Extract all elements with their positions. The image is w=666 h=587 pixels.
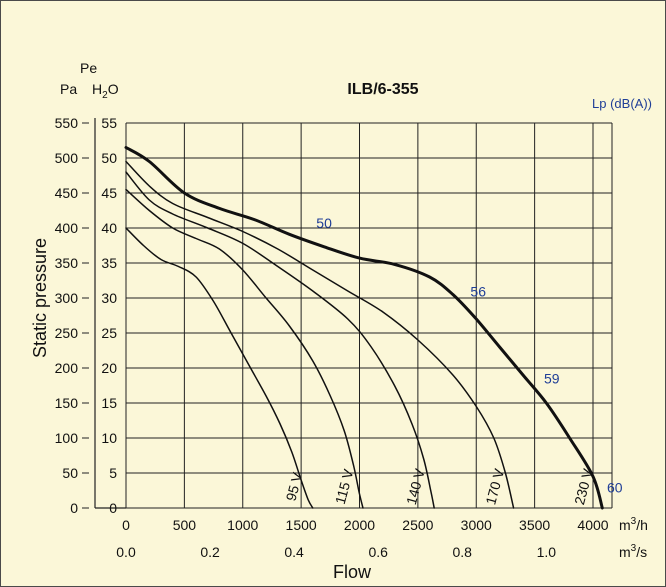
voltage-label: 95 V (283, 470, 306, 503)
y-tick-label-pa: 450 (55, 185, 79, 201)
x-tick-label-m3h: 500 (173, 517, 197, 533)
chart-title: ILB/6-355 (347, 81, 418, 98)
y-tick-label-h2o: 15 (101, 395, 117, 411)
x-axis-title: Flow (333, 562, 372, 582)
curve-140v (125, 171, 435, 509)
x-tick-label-m3s: 0.8 (453, 544, 473, 560)
noise-labels: 50 56 59 60 (316, 215, 622, 496)
y-tick-label-pa: 350 (55, 255, 79, 271)
y-tick-label-pa: 400 (55, 220, 79, 236)
y-axis-title: Static pressure (30, 238, 50, 358)
y-tick-label-h2o: 0 (109, 500, 117, 516)
curve-170v (125, 160, 515, 509)
x-tick-label-m3h: 3000 (461, 517, 492, 533)
y-tick-label-h2o: 20 (101, 360, 117, 376)
grid (125, 122, 613, 509)
x-unit-m3h: m3/h (619, 516, 648, 533)
curve-95v (125, 227, 314, 509)
y-tick-label-pa: 300 (55, 290, 79, 306)
curves (124, 146, 604, 510)
y-tick-label-h2o: 25 (101, 325, 117, 341)
voltage-label: 230 V (571, 466, 596, 506)
y-tick-label-pa: 50 (62, 465, 78, 481)
y-tick-label-pa: 150 (55, 395, 79, 411)
x-ticks-m3s: 0.0 0.2 0.4 0.6 0.8 1.0 (116, 544, 556, 560)
voltage-label: 140 V (403, 466, 428, 506)
x-tick-label-m3s: 0.0 (116, 544, 136, 560)
pe-unit-label: Pe (80, 60, 97, 76)
x-tick-label-m3s: 0.4 (284, 544, 304, 560)
y-tick-label-pa: 250 (55, 325, 79, 341)
y-tick-label-h2o: 30 (101, 290, 117, 306)
y-tick-label-h2o: 50 (101, 150, 117, 166)
x-unit-m3s: m3/s (619, 543, 647, 560)
voltage-label: 170 V (482, 466, 507, 506)
noise-level-label: 50 (316, 215, 332, 231)
y-tick-label-h2o: 45 (101, 185, 117, 201)
y-tick-label-pa: 0 (70, 500, 78, 516)
y-tick-label-pa: 100 (55, 430, 79, 446)
x-tick-label-m3h: 2000 (344, 517, 375, 533)
x-tick-label-m3h: 3500 (519, 517, 550, 533)
x-tick-label-m3h: 2500 (402, 517, 433, 533)
y-tick-label-h2o: 40 (101, 220, 117, 236)
noise-level-label: 59 (544, 370, 560, 386)
x-tick-label-m3s: 0.2 (200, 544, 220, 560)
y-ticks-pa: 0 50 100 150 200 250 300 350 400 450 500 550 (55, 115, 89, 516)
y-tick-label-pa: 200 (55, 360, 79, 376)
y-tick-label-pa: 550 (55, 115, 79, 131)
y-tick-label-h2o: 55 (101, 115, 117, 131)
x-tick-label-m3h: 0 (122, 517, 130, 533)
x-ticks-m3h: 0 500 1000 1500 2000 2500 3000 3500 4000 (122, 517, 609, 533)
axes (94, 118, 126, 509)
h2o-unit-label: H2O (92, 81, 119, 101)
curve-230v (124, 146, 604, 510)
noise-level-unit: Lp (dB(A)) (592, 96, 652, 111)
x-tick-label-m3s: 1.0 (537, 544, 557, 560)
noise-level-label: 56 (470, 284, 486, 300)
x-tick-label-m3h: 1000 (227, 517, 258, 533)
y-ticks-h2o: 0 5 10 15 20 25 30 35 40 45 50 55 (101, 115, 117, 516)
x-tick-label-m3h: 4000 (577, 517, 608, 533)
noise-level-label: 60 (607, 480, 623, 496)
y-tick-label-h2o: 35 (101, 255, 117, 271)
curve-115v (125, 188, 364, 509)
x-tick-label-m3s: 0.6 (368, 544, 388, 560)
pa-unit-label: Pa (60, 81, 77, 97)
x-tick-label-m3h: 1500 (286, 517, 317, 533)
y-tick-label-h2o: 5 (109, 465, 117, 481)
y-tick-label-pa: 500 (55, 150, 79, 166)
y-tick-label-h2o: 10 (101, 430, 117, 446)
